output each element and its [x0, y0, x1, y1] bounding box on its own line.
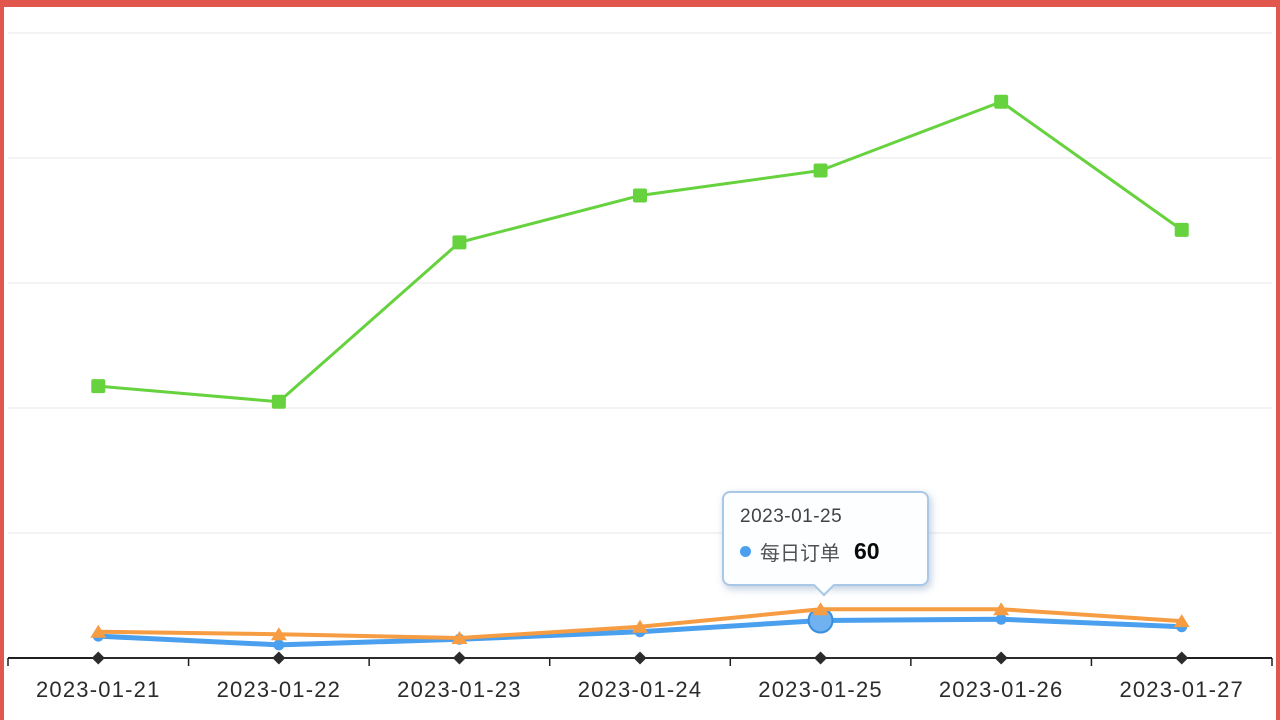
x-axis-label: 2023-01-24: [578, 677, 703, 702]
black-series-marker-2[interactable]: [452, 651, 466, 665]
orange-series-marker-1[interactable]: [270, 627, 287, 641]
orange-series-marker-6[interactable]: [1173, 614, 1190, 628]
x-axis-label: 2023-01-22: [217, 677, 342, 702]
orange-series-marker-0[interactable]: [90, 624, 107, 638]
x-axis-label: 2023-01-26: [939, 677, 1064, 702]
black-series-marker-0[interactable]: [91, 651, 105, 665]
tooltip-date: 2023-01-25: [740, 506, 843, 527]
green-series-line: [96, 100, 1184, 404]
green-series-marker-6[interactable]: [1174, 222, 1189, 237]
daily-orders-marker-1[interactable]: [273, 639, 285, 651]
x-axis-label: 2023-01-23: [397, 677, 522, 702]
window-border-top: [0, 0, 1280, 7]
chart-tooltip: 2023-01-25 每日订单 60: [722, 491, 929, 597]
x-axis-label: 2023-01-27: [1119, 677, 1244, 702]
black-series-marker-6[interactable]: [1175, 651, 1189, 665]
window-border-left: [0, 0, 4, 720]
green-series-marker-1[interactable]: [271, 394, 286, 409]
tooltip-value: 60: [854, 538, 880, 564]
green-series-marker-5[interactable]: [994, 94, 1009, 109]
x-axis-label: 2023-01-21: [36, 677, 161, 702]
tooltip-series-row: 每日订单 60: [740, 537, 911, 566]
x-axis-label: 2023-01-25: [758, 677, 883, 702]
tooltip-series-dot-icon: [740, 546, 751, 557]
black-series-marker-3[interactable]: [633, 651, 647, 665]
window-border-right: [1276, 0, 1280, 720]
daily-orders-marker-5[interactable]: [995, 613, 1007, 625]
black-series-marker-5[interactable]: [994, 651, 1008, 665]
green-series-marker-4[interactable]: [813, 163, 828, 178]
black-series-marker-4[interactable]: [814, 651, 828, 665]
green-series-marker-2[interactable]: [452, 235, 467, 250]
tooltip-series-label: 每日订单: [760, 543, 840, 565]
green-series-marker-3[interactable]: [633, 188, 647, 203]
orange-series-marker-3[interactable]: [632, 619, 648, 633]
black-series-marker-1[interactable]: [272, 651, 286, 665]
green-series-marker-0[interactable]: [91, 379, 106, 394]
orange-series-marker-4[interactable]: [812, 602, 829, 616]
orange-series-marker-5[interactable]: [993, 602, 1010, 616]
orange-series-marker-2[interactable]: [451, 631, 468, 644]
